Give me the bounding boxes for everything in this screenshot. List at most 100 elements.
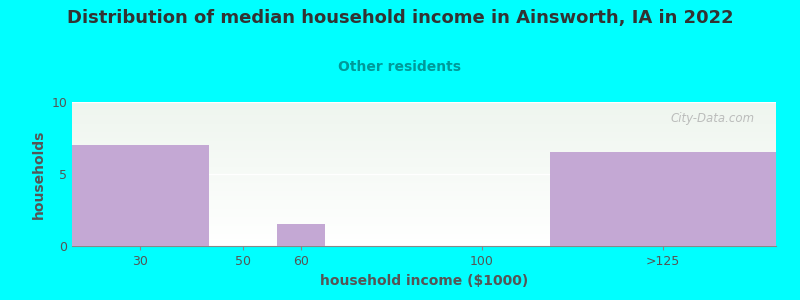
Bar bbox=[72, 221, 776, 223]
Bar bbox=[72, 229, 776, 230]
Bar bbox=[72, 142, 776, 144]
Bar bbox=[72, 125, 776, 127]
Bar bbox=[550, 152, 776, 246]
Bar bbox=[72, 244, 776, 246]
Bar bbox=[72, 121, 776, 122]
Text: Distribution of median household income in Ainsworth, IA in 2022: Distribution of median household income … bbox=[66, 9, 734, 27]
Bar bbox=[72, 111, 776, 112]
Bar bbox=[72, 113, 776, 115]
Bar bbox=[72, 118, 776, 119]
Bar bbox=[72, 208, 776, 210]
Bar bbox=[277, 224, 325, 246]
Bar bbox=[72, 106, 776, 108]
Bar bbox=[72, 235, 776, 236]
Bar bbox=[72, 204, 776, 206]
Bar bbox=[72, 191, 776, 193]
Bar bbox=[72, 199, 776, 200]
Bar bbox=[72, 138, 776, 140]
Bar bbox=[72, 151, 776, 152]
Bar bbox=[72, 129, 776, 131]
Bar bbox=[72, 102, 776, 104]
Y-axis label: households: households bbox=[32, 129, 46, 219]
Bar bbox=[72, 181, 776, 183]
Bar bbox=[72, 210, 776, 212]
Bar bbox=[72, 172, 776, 174]
Bar bbox=[72, 108, 776, 109]
Bar bbox=[72, 136, 776, 138]
Bar bbox=[72, 223, 776, 224]
Bar bbox=[72, 148, 776, 149]
Bar bbox=[72, 233, 776, 235]
Bar bbox=[72, 217, 776, 219]
Bar bbox=[72, 243, 776, 244]
Bar bbox=[72, 158, 776, 160]
Bar bbox=[72, 176, 776, 177]
Bar bbox=[72, 184, 776, 185]
Bar bbox=[72, 128, 776, 129]
Bar bbox=[72, 170, 776, 171]
Bar bbox=[72, 160, 776, 161]
Bar bbox=[72, 206, 776, 207]
Bar bbox=[72, 194, 776, 196]
Bar bbox=[72, 103, 776, 105]
Bar bbox=[72, 226, 776, 227]
Bar bbox=[72, 212, 776, 213]
Bar bbox=[72, 141, 776, 142]
Bar bbox=[72, 165, 776, 167]
Bar bbox=[72, 201, 776, 203]
Bar bbox=[72, 197, 776, 199]
Bar bbox=[72, 193, 776, 194]
Bar bbox=[72, 220, 776, 221]
Bar bbox=[72, 168, 776, 170]
Bar bbox=[72, 147, 776, 148]
Bar bbox=[72, 207, 776, 208]
Bar bbox=[72, 135, 776, 136]
Bar bbox=[72, 154, 776, 155]
Text: City-Data.com: City-Data.com bbox=[670, 112, 755, 125]
Bar bbox=[72, 164, 776, 165]
Bar bbox=[72, 124, 776, 125]
Bar bbox=[72, 180, 776, 181]
Bar bbox=[72, 134, 776, 135]
Bar bbox=[72, 196, 776, 197]
Bar bbox=[72, 177, 776, 178]
Bar bbox=[72, 157, 776, 158]
Bar bbox=[72, 214, 776, 216]
Bar bbox=[72, 240, 776, 242]
Bar bbox=[72, 178, 776, 180]
Bar bbox=[72, 140, 776, 141]
Bar bbox=[72, 144, 776, 145]
Bar bbox=[72, 213, 776, 214]
Bar bbox=[72, 122, 776, 124]
Bar bbox=[72, 203, 776, 204]
Bar bbox=[72, 200, 776, 201]
X-axis label: household income ($1000): household income ($1000) bbox=[320, 274, 528, 288]
Bar bbox=[72, 227, 776, 229]
Bar bbox=[72, 185, 776, 187]
Bar bbox=[72, 161, 776, 163]
Bar bbox=[72, 167, 776, 168]
Text: Other residents: Other residents bbox=[338, 60, 462, 74]
Bar bbox=[72, 105, 776, 106]
Bar bbox=[72, 190, 776, 191]
Bar bbox=[72, 132, 776, 134]
Bar bbox=[72, 145, 776, 147]
Bar bbox=[72, 174, 776, 176]
Bar bbox=[72, 183, 776, 184]
Bar bbox=[72, 112, 776, 113]
Bar bbox=[72, 187, 776, 188]
Bar bbox=[72, 232, 776, 233]
Bar bbox=[72, 216, 776, 217]
Bar bbox=[72, 230, 776, 232]
Bar bbox=[72, 127, 776, 128]
Bar bbox=[72, 109, 776, 111]
Bar bbox=[72, 171, 776, 172]
Bar bbox=[72, 149, 776, 151]
Bar bbox=[72, 116, 776, 118]
Bar bbox=[72, 131, 776, 132]
Bar bbox=[72, 119, 776, 121]
Bar bbox=[72, 224, 776, 226]
Bar bbox=[72, 219, 776, 220]
Bar bbox=[72, 188, 776, 190]
Bar bbox=[72, 163, 776, 164]
